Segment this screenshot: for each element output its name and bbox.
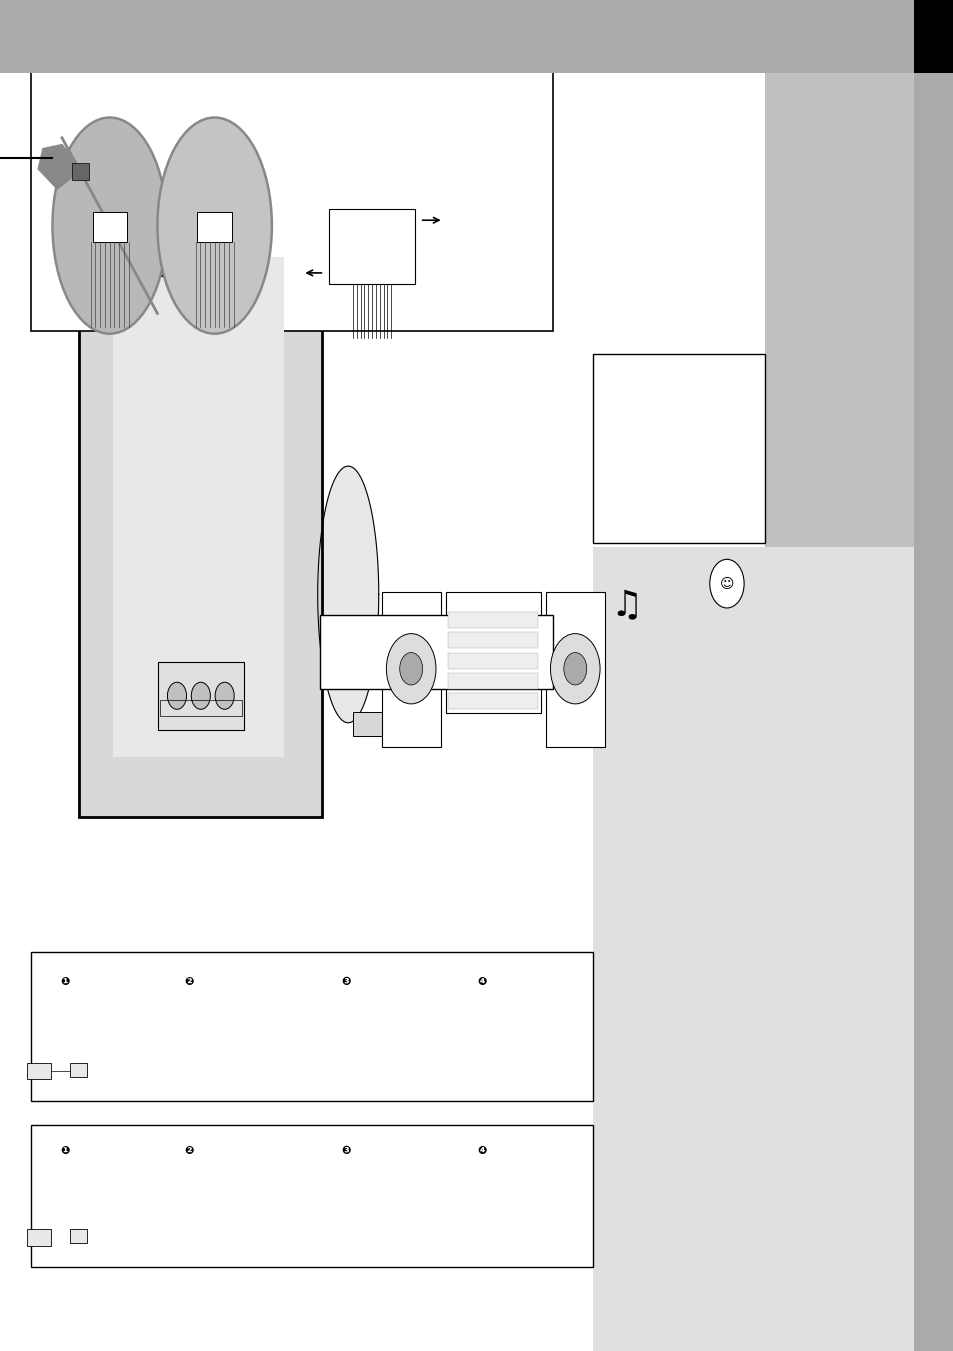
Circle shape bbox=[709, 559, 743, 608]
Circle shape bbox=[399, 653, 422, 685]
Bar bbox=[79, 230, 322, 817]
Bar bbox=[27, 1229, 51, 1246]
Text: ❹: ❹ bbox=[476, 977, 486, 986]
Bar bbox=[30, 68, 553, 331]
Bar bbox=[913, 0, 953, 73]
Text: ❸: ❸ bbox=[341, 1146, 351, 1155]
Bar bbox=[112, 257, 284, 757]
Text: ❶: ❶ bbox=[60, 1146, 70, 1155]
Text: ❸: ❸ bbox=[341, 977, 351, 986]
Ellipse shape bbox=[52, 118, 167, 334]
Text: ❷: ❷ bbox=[184, 977, 193, 986]
Circle shape bbox=[386, 634, 436, 704]
Text: ♫: ♫ bbox=[610, 588, 642, 623]
Bar bbox=[0, 0, 913, 73]
Bar bbox=[160, 700, 242, 716]
Bar bbox=[30, 952, 593, 1101]
Bar bbox=[448, 612, 537, 628]
Bar bbox=[329, 209, 415, 284]
Bar bbox=[158, 662, 244, 730]
Text: ☺: ☺ bbox=[719, 577, 734, 590]
Bar bbox=[764, 73, 913, 547]
Bar bbox=[70, 1229, 87, 1243]
Text: ❷: ❷ bbox=[184, 1146, 193, 1155]
Bar bbox=[71, 163, 89, 180]
Bar bbox=[197, 212, 232, 242]
Bar bbox=[319, 615, 553, 689]
Circle shape bbox=[168, 682, 187, 709]
Bar bbox=[30, 1125, 593, 1267]
Bar bbox=[593, 354, 764, 543]
Circle shape bbox=[563, 653, 586, 685]
Text: ❶: ❶ bbox=[60, 977, 70, 986]
Circle shape bbox=[192, 682, 210, 709]
Polygon shape bbox=[38, 145, 76, 189]
Bar bbox=[913, 73, 953, 1351]
Bar bbox=[92, 212, 127, 242]
Bar bbox=[70, 1063, 87, 1077]
Bar bbox=[448, 632, 537, 648]
Bar bbox=[448, 653, 537, 669]
Circle shape bbox=[550, 634, 599, 704]
Bar bbox=[353, 712, 404, 736]
Bar bbox=[27, 1063, 51, 1079]
Bar bbox=[448, 673, 537, 689]
Bar bbox=[593, 547, 913, 1351]
Polygon shape bbox=[317, 466, 378, 723]
Bar bbox=[448, 693, 537, 709]
Circle shape bbox=[215, 682, 234, 709]
Text: ❹: ❹ bbox=[476, 1146, 486, 1155]
Ellipse shape bbox=[157, 118, 272, 334]
Bar bbox=[445, 592, 540, 713]
Bar bbox=[381, 592, 440, 747]
Bar bbox=[545, 592, 604, 747]
